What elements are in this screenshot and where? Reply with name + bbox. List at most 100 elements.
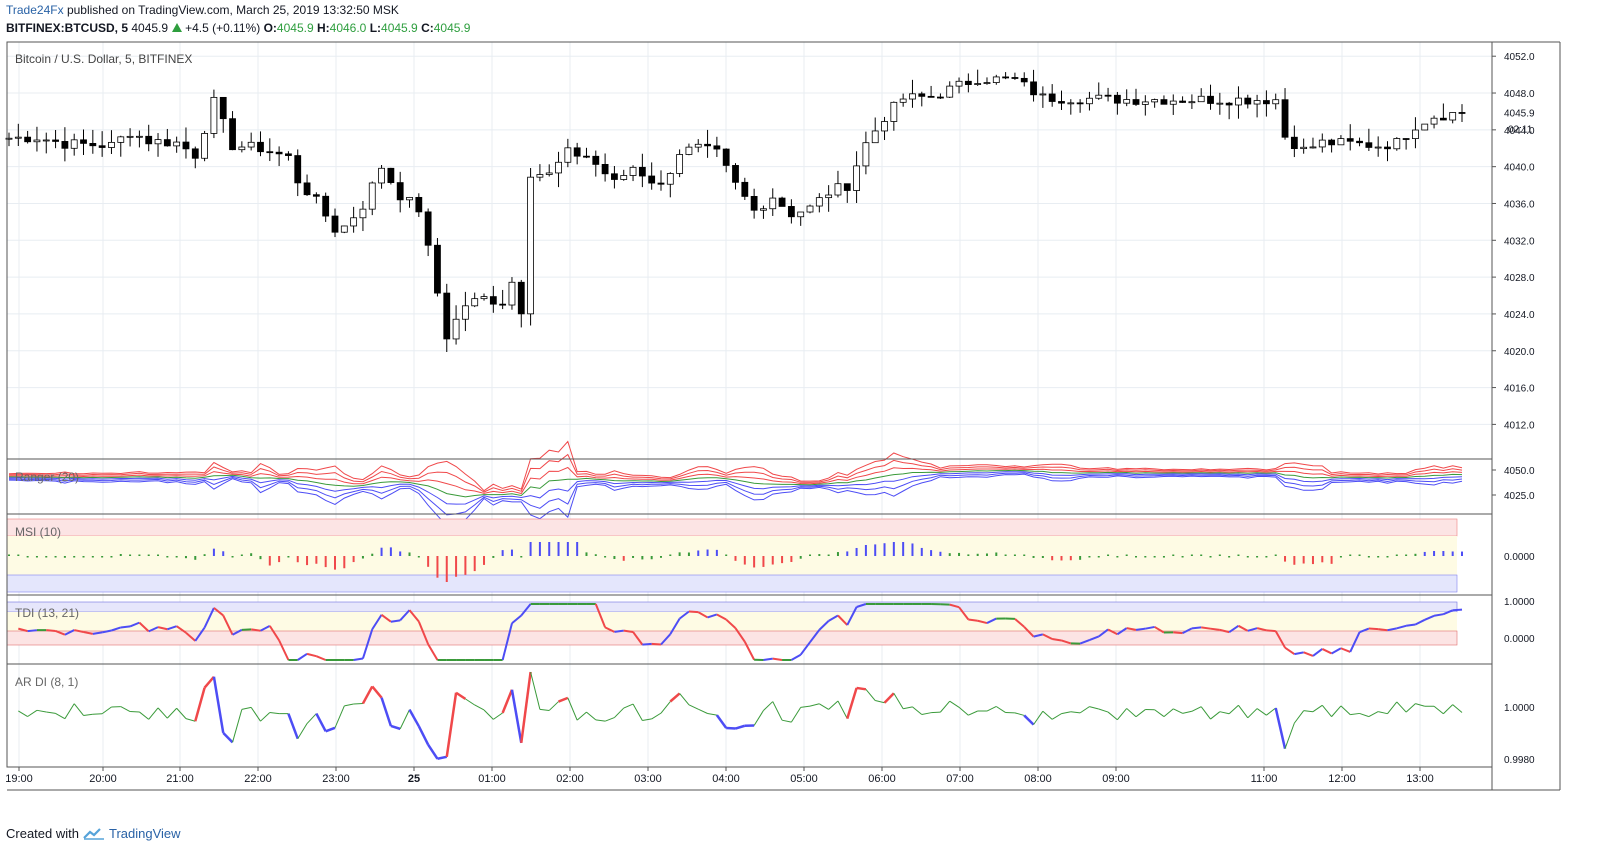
ardi-line-segment [427,743,439,760]
x-tick-label: 12:00 [1328,773,1356,785]
tdi-lower-zone [6,630,1458,646]
msi-bar [976,553,979,556]
tdi-line-segment [1303,651,1314,657]
msi-bar [1172,554,1175,556]
candle [117,136,125,143]
tradingview-brand[interactable]: TradingView [108,826,181,841]
ardi-line-segment [1089,706,1099,710]
msi-bar [464,556,467,575]
ardi-line-segment [726,726,736,730]
tdi-line-segment [1089,635,1100,642]
tdi-line-segment [1145,625,1155,630]
y-tick-label: 4028.0 [1504,273,1535,284]
ardi-line-segment [437,755,448,760]
tdi-line-segment [27,629,38,633]
candle [750,196,758,211]
tdi-line-segment [55,630,66,636]
msi-bar [194,556,197,560]
ardi-line-segment [501,689,514,714]
ardi-line-segment [846,687,858,720]
tdi-line-segment [986,617,997,624]
tdi-line-segment [1405,623,1416,627]
y-tick-label: 4036.0 [1504,199,1535,210]
tdi-line-segment [417,621,430,645]
tdi-line-segment [977,619,988,625]
candle [1058,101,1065,104]
tdi-line-segment [734,627,746,643]
msi-bar [883,543,886,556]
msi-bar [510,549,513,556]
candle [881,121,888,132]
x-tick-label: 19:00 [5,773,33,785]
msi-bar [1265,556,1268,558]
msi-bar [278,556,281,563]
candle [461,305,469,320]
tdi-line-segment [1126,627,1137,631]
tdi-line-segment [614,629,624,633]
msi-bar [352,556,355,563]
ardi-line-segment [157,707,168,719]
ardi-line-segment [493,712,503,720]
ardi-line-segment [800,705,811,708]
ardi-line-segment [390,724,401,731]
msi-bar [1321,556,1324,563]
ardi-line-segment [36,709,47,713]
msi-bar [147,554,150,556]
tdi-line-segment [1266,629,1276,633]
tdi-line-segment [1247,627,1258,632]
candle [89,142,97,147]
msi-bar [26,556,29,558]
msi-bar [985,553,988,556]
msi-bar [157,554,160,556]
ardi-line-segment [1154,709,1165,717]
ardi-line-segment [1182,710,1192,714]
msi-bar [315,556,318,564]
x-tick-label: 11:00 [1251,773,1278,785]
candle [741,181,749,197]
x-tick-label: 02:00 [556,773,584,785]
ardi-line-segment [1173,708,1183,714]
ardi-line-segment [912,706,923,715]
open-value: 4045.9 [276,21,314,35]
tdi-line-segment [1387,627,1397,632]
candle [443,292,451,340]
msi-bar [119,554,122,556]
candle [378,167,385,184]
msi-bar [427,556,430,567]
ardi-line-segment [1107,711,1118,721]
candle [163,139,171,147]
candle [564,147,572,163]
ardi-line-segment [865,688,876,701]
msi-bar [734,556,737,561]
ardi-line-segment [940,700,951,713]
ardi-line-segment [753,710,764,726]
candle [527,176,534,315]
ardi-line-segment [27,709,38,717]
tdi-line-segment [1173,631,1183,635]
msi-bar [492,556,495,558]
ardi-line-segment [344,703,354,707]
tdi-line-segment [1359,627,1370,634]
msi-bar [1181,556,1184,558]
ardi-line-segment [334,705,345,728]
msi-bar [753,556,756,568]
candle [685,146,693,155]
candle [294,155,302,184]
tdi-line-segment [1191,626,1202,630]
tdi-line-segment [278,639,290,661]
candle [108,141,115,148]
tdi-line-segment [1442,609,1454,616]
msi-bar [1135,556,1138,558]
ardi-line-segment [875,700,885,704]
ardi-line-segment [260,712,271,722]
author-link[interactable]: Trade24Fx [6,3,64,17]
candle [80,139,87,144]
msi-bar [743,556,746,565]
candle [322,195,330,217]
msi-bar [417,556,420,558]
candle [312,194,320,197]
candle [927,95,935,98]
candle [1123,99,1131,104]
x-tick-label: 03:00 [634,773,662,785]
